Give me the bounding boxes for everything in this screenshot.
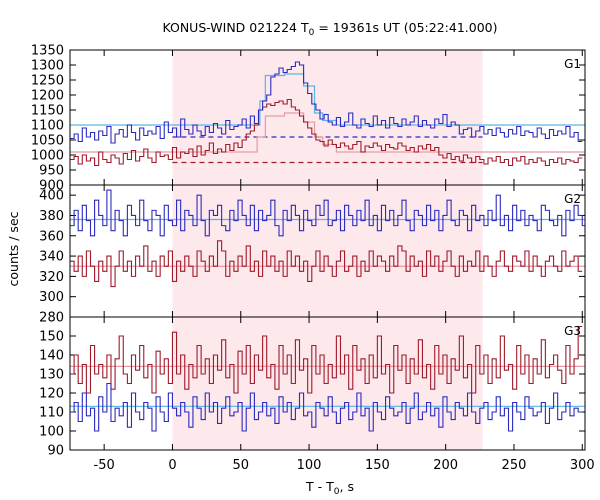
series-red [70, 325, 583, 394]
series-red [70, 98, 583, 167]
y-tick-label: 950 [39, 164, 64, 179]
x-tick-label: 200 [433, 458, 458, 473]
y-tick-label: 1150 [31, 104, 64, 119]
shaded-interval [172, 50, 483, 450]
y-axis-label: counts / sec [6, 211, 21, 286]
panel-g2: 280 300 320 340 360 380 400 G2 [39, 184, 586, 326]
series-blue [70, 189, 585, 237]
panel-plot [70, 189, 585, 288]
series-red [70, 240, 583, 288]
y-tick-label: 380 [39, 209, 64, 224]
panel-plot [70, 61, 585, 167]
panel-name: G2 [564, 192, 581, 206]
panel-plot [70, 325, 585, 432]
y-tick-label: 1250 [31, 74, 64, 89]
x-axis-label: T - T0, s [305, 479, 354, 497]
y-tick-label: 1000 [31, 149, 64, 164]
y-tick-label: 1050 [31, 134, 64, 149]
y-tick-label: 130 [39, 368, 64, 383]
y-tick-label: 140 [39, 349, 64, 364]
x-tick-label: 150 [365, 458, 390, 473]
plot-area: 90095010001050110011501200125013001350G1… [31, 44, 595, 474]
y-tick-label: 150 [39, 330, 64, 345]
panel-name: G1 [564, 57, 581, 71]
x-tick-label: -50 [94, 458, 115, 473]
x-tick-label: 100 [297, 458, 322, 473]
series-blue [70, 382, 583, 432]
y-tick-label: 900 [39, 179, 64, 194]
y-tick-label: 110 [39, 406, 64, 421]
y-tick-label: 340 [39, 250, 64, 265]
panel-name: G3 [564, 324, 581, 338]
chart-title: KONUS-WIND 021224 T0 = 19361s UT (05:22:… [162, 20, 497, 38]
x-tick-label: 0 [168, 458, 176, 473]
y-tick-label: 360 [39, 229, 64, 244]
y-tick-label: 280 [39, 311, 64, 326]
x-tick-label: 250 [502, 458, 527, 473]
y-tick-label: 400 [39, 189, 64, 204]
panel-g3: 90 100 110 120 130 140 150 G3 [39, 316, 586, 459]
y-tick-label: 90 [47, 444, 64, 459]
y-tick-label: 120 [39, 387, 64, 402]
panel-frame [69, 316, 586, 451]
x-tick-label: 50 [232, 458, 249, 473]
x-tick-label: 300 [570, 458, 595, 473]
series-blue [70, 61, 583, 144]
y-tick-label: 320 [39, 270, 64, 285]
y-tick-label: 1300 [31, 59, 64, 74]
y-tick-label: 1350 [31, 44, 64, 59]
y-tick-label: 1200 [31, 89, 64, 104]
y-tick-label: 300 [39, 290, 64, 305]
y-tick-label: 1100 [31, 119, 64, 134]
y-tick-label: 100 [39, 425, 64, 440]
